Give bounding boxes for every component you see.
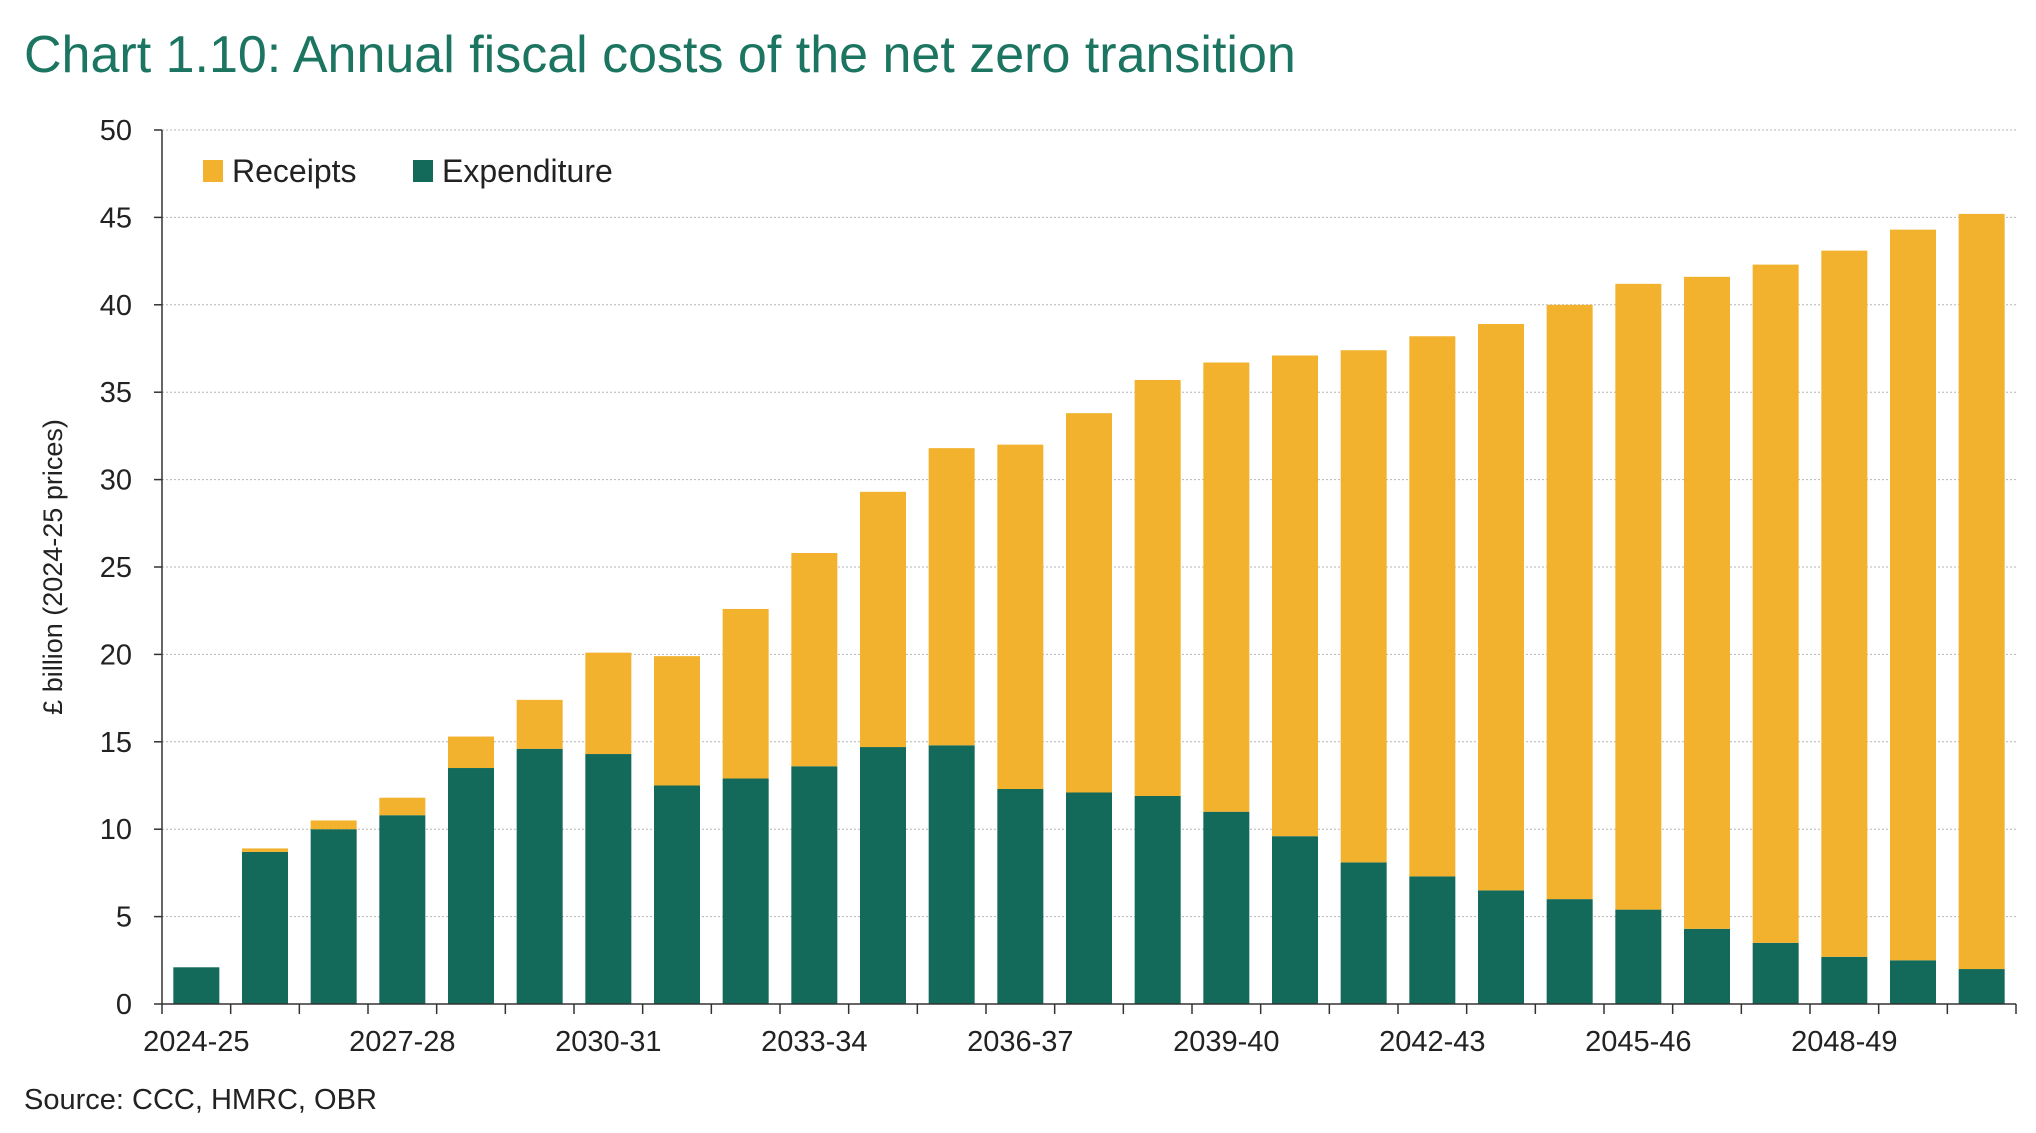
bar-receipts-2044-45 — [1546, 304, 1593, 900]
x-tick-label: 2045-46 — [1585, 1026, 1691, 1058]
bar-expenditure-2039-40 — [1203, 811, 1250, 1004]
legend-swatch-receipts — [203, 160, 223, 182]
y-tick-label: 20 — [100, 639, 132, 671]
bar-expenditure-2031-32 — [653, 785, 701, 1004]
legend-swatch-expenditure — [413, 160, 433, 182]
source-note: Source: CCC, HMRC, OBR — [24, 1084, 377, 1116]
bar-expenditure-2028-29 — [447, 768, 495, 1004]
bar-expenditure-2029-30 — [516, 748, 563, 1004]
bars — [173, 213, 2005, 1004]
bar-expenditure-2032-33 — [722, 778, 769, 1004]
legend-label-expenditure: Expenditure — [442, 153, 613, 189]
bar-expenditure-2048-49 — [1821, 956, 1868, 1004]
y-tick-label: 40 — [100, 290, 132, 322]
bar-receipts-2032-33 — [722, 608, 769, 779]
y-tick-label: 30 — [100, 465, 132, 497]
y-tick-label: 10 — [100, 814, 132, 846]
y-tick-label: 0 — [116, 989, 132, 1021]
bar-expenditure-2045-46 — [1615, 909, 1662, 1004]
bar-receipts-2039-40 — [1203, 362, 1250, 812]
bar-expenditure-2025-26 — [241, 851, 289, 1004]
bar-expenditure-2026-27 — [310, 829, 357, 1004]
bar-expenditure-2024-25 — [173, 967, 220, 1004]
bar-expenditure-2038-39 — [1134, 795, 1181, 1004]
y-tick-label: 50 — [100, 115, 132, 147]
bar-receipts-2045-46 — [1615, 283, 1662, 910]
bar-expenditure-2049-50 — [1889, 960, 1937, 1004]
bar-expenditure-2041-42 — [1340, 862, 1387, 1004]
bar-receipts-2025-26 — [241, 848, 289, 852]
bar-receipts-2026-27 — [310, 820, 357, 830]
bar-receipts-2047-48 — [1752, 264, 1799, 943]
bar-receipts-2040-41 — [1271, 355, 1319, 837]
legend: Receipts Expenditure — [203, 153, 613, 189]
y-tick-label: 45 — [100, 202, 132, 234]
x-tick-label: 2048-49 — [1791, 1026, 1897, 1058]
bar-receipts-2036-37 — [997, 444, 1044, 789]
bar-expenditure-2027-28 — [379, 815, 426, 1004]
bar-expenditure-2043-44 — [1477, 890, 1525, 1004]
x-tick-label: 2042-43 — [1379, 1026, 1485, 1058]
bar-receipts-2028-29 — [447, 736, 495, 769]
bar-expenditure-2040-41 — [1271, 836, 1319, 1004]
bar-receipts-2031-32 — [653, 656, 701, 786]
chart-title: Chart 1.10: Annual fiscal costs of the n… — [24, 26, 1296, 84]
bar-expenditure-2033-34 — [791, 766, 838, 1004]
x-tick-label: 2036-37 — [967, 1026, 1073, 1058]
bar-receipts-2038-39 — [1134, 379, 1181, 796]
bar-expenditure-2035-36 — [928, 745, 975, 1004]
bar-receipts-2042-43 — [1409, 336, 1456, 877]
bar-expenditure-2034-35 — [859, 747, 907, 1004]
y-tick-label: 35 — [100, 377, 132, 409]
bar-receipts-2035-36 — [928, 448, 975, 746]
bar-receipts-2034-35 — [859, 491, 907, 748]
y-axis: 0 5 10 15 20 25 30 35 40 45 50 — [100, 115, 163, 1021]
bar-expenditure-2046-47 — [1683, 928, 1731, 1004]
x-tick-label: 2030-31 — [555, 1026, 661, 1058]
bar-receipts-2027-28 — [379, 797, 426, 816]
y-axis-label: £ billion (2024-25 prices) — [38, 419, 68, 715]
x-tick-label: 2033-34 — [761, 1026, 867, 1058]
bar-expenditure-2047-48 — [1752, 942, 1799, 1004]
bar-receipts-2033-34 — [791, 553, 838, 767]
y-tick-label: 5 — [116, 902, 132, 934]
bar-expenditure-2042-43 — [1409, 876, 1456, 1004]
legend-label-receipts: Receipts — [232, 153, 357, 189]
bar-expenditure-2050-51 — [1958, 969, 2005, 1004]
y-tick-label: 15 — [100, 727, 132, 759]
x-tick-label: 2024-25 — [143, 1026, 249, 1058]
y-tick-label: 25 — [100, 552, 132, 584]
bar-expenditure-2030-31 — [585, 754, 632, 1004]
bar-receipts-2037-38 — [1065, 413, 1113, 793]
bar-expenditure-2037-38 — [1065, 792, 1113, 1004]
bar-receipts-2029-30 — [516, 699, 563, 749]
x-tick-label: 2027-28 — [349, 1026, 455, 1058]
bar-receipts-2050-51 — [1958, 213, 2005, 970]
bar-receipts-2048-49 — [1821, 250, 1868, 957]
bar-expenditure-2044-45 — [1546, 899, 1593, 1004]
bar-receipts-2043-44 — [1477, 324, 1525, 891]
bar-receipts-2049-50 — [1889, 229, 1937, 961]
x-axis: 2024-25 2027-28 2030-31 2033-34 2036-37 2039-… — [143, 1003, 2017, 1058]
x-tick-label: 2039-40 — [1173, 1026, 1279, 1058]
bar-receipts-2046-47 — [1683, 276, 1731, 929]
bar-receipts-2041-42 — [1340, 350, 1387, 863]
bar-expenditure-2036-37 — [997, 788, 1044, 1004]
bar-receipts-2030-31 — [585, 652, 632, 755]
